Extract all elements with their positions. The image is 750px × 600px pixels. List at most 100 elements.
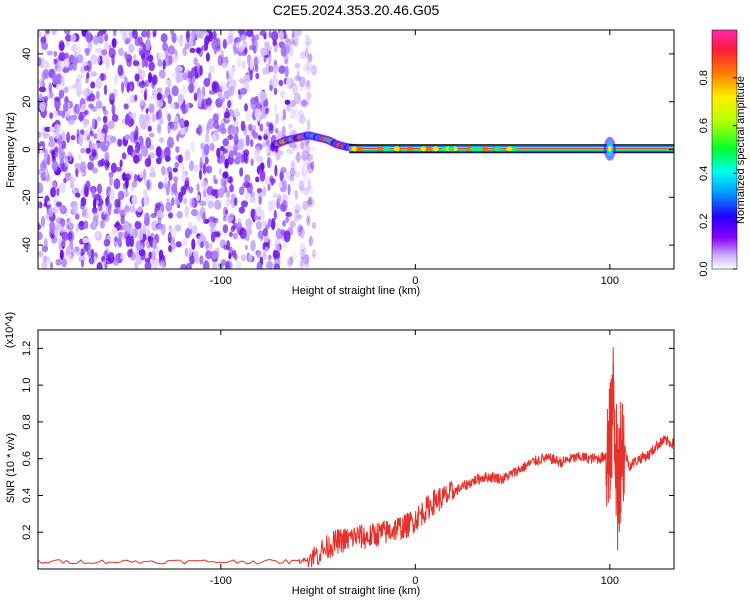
spectral-blob — [244, 244, 248, 251]
spectral-blob — [182, 184, 190, 191]
spectral-blob — [149, 105, 155, 115]
line-dot — [393, 146, 400, 152]
spectral-blob — [144, 261, 152, 269]
spectral-blob — [299, 184, 305, 194]
spectral-blob — [274, 103, 278, 114]
spectral-blob — [61, 258, 68, 268]
spectral-blob — [311, 160, 315, 171]
spectral-blob — [193, 82, 198, 89]
spectral-blob — [171, 54, 178, 64]
spectral-blob — [58, 89, 65, 99]
colorbar-tick-label: 0.6 — [698, 118, 710, 133]
spectral-blob — [270, 180, 275, 186]
spectral-blob — [305, 59, 312, 71]
spectral-blob — [83, 242, 92, 251]
snr-y-tick-label: 0.4 — [21, 488, 33, 503]
spectral-blob — [252, 124, 256, 131]
spectral-blob — [167, 125, 171, 134]
spectral-blob — [175, 146, 180, 153]
spectral-blob — [115, 166, 122, 172]
spectral-blob — [184, 42, 191, 50]
spectral-blob — [303, 186, 310, 196]
spectral-blob — [185, 227, 193, 236]
spectral-blob — [214, 178, 218, 185]
spectral-blob — [46, 256, 51, 263]
line-dot — [475, 146, 482, 152]
spectral-blob — [175, 73, 182, 84]
spectral-blob — [266, 121, 270, 127]
spectral-blob — [262, 251, 267, 261]
spectral-blob — [85, 30, 92, 43]
spectral-blob — [268, 65, 274, 73]
spectral-blob — [45, 30, 50, 35]
spectral-blob — [121, 152, 127, 160]
spectral-blob — [120, 81, 125, 94]
spec-x-tick-label: 0 — [412, 275, 418, 287]
spectral-blob — [119, 209, 126, 218]
spectral-blob — [233, 133, 239, 146]
spectral-blob — [113, 208, 119, 215]
spectral-blob — [222, 148, 228, 154]
spectral-blob — [132, 60, 140, 67]
spectral-blob — [287, 183, 291, 196]
spectral-blob — [184, 205, 190, 218]
spectral-blob — [305, 149, 313, 161]
spectral-blob — [299, 114, 306, 125]
spectral-blob — [307, 196, 313, 208]
snr-frame — [37, 329, 675, 570]
spectral-blob — [139, 229, 143, 241]
spectral-blob — [80, 66, 84, 74]
spectral-blob — [284, 99, 291, 105]
spectral-blob — [212, 261, 218, 269]
spectral-blob — [203, 143, 210, 156]
spectral-blob — [219, 93, 224, 100]
spectral-blob — [129, 235, 135, 248]
spectral-blob — [204, 35, 211, 41]
spectral-blob — [76, 46, 82, 55]
spectral-blob — [132, 112, 137, 120]
spectral-blob — [61, 231, 69, 242]
spectral-blob — [249, 59, 254, 72]
spectral-blob — [302, 254, 310, 265]
spec-y-tick-label: 20 — [21, 96, 33, 108]
spectral-blob — [41, 41, 48, 51]
spectral-blob — [265, 107, 269, 114]
spectral-blob — [253, 56, 259, 68]
spectral-blob — [240, 200, 249, 208]
spectral-blob — [115, 220, 120, 227]
line-dot — [425, 146, 432, 152]
spectral-blob — [254, 108, 262, 121]
spectral-blob — [40, 215, 46, 228]
spectral-blob — [294, 170, 301, 178]
spectral-blob — [63, 30, 71, 35]
spectral-blob — [291, 30, 296, 38]
spectral-blob — [151, 220, 159, 232]
spectral-blob — [302, 200, 309, 211]
spectral-blob — [306, 163, 314, 175]
spectral-blob — [48, 140, 56, 148]
spectral-blob — [306, 160, 313, 170]
spectral-blob — [286, 38, 292, 49]
spectral-blob — [217, 96, 225, 103]
spectral-blob — [288, 199, 295, 207]
spectral-blob — [92, 167, 98, 174]
spectral-blob — [302, 65, 310, 72]
spectral-blob — [242, 181, 250, 189]
spectral-blob — [109, 188, 115, 201]
spectral-blob — [104, 261, 108, 269]
spectral-blob — [278, 30, 284, 41]
spectral-blob — [301, 165, 305, 177]
spectral-blob — [285, 215, 289, 222]
spectral-blob — [278, 182, 283, 188]
snr-multiplier: (x10^4) — [4, 312, 16, 348]
spectral-blob — [86, 72, 90, 79]
spectral-blob — [125, 176, 129, 189]
spectral-blob — [95, 100, 103, 110]
spectral-blob — [249, 44, 256, 51]
spectral-blob — [59, 249, 64, 261]
spectral-blob — [180, 263, 188, 269]
spectral-blob — [202, 180, 208, 192]
spectral-blob — [295, 169, 299, 179]
spectral-blob — [129, 205, 136, 213]
spectral-blob — [107, 120, 115, 130]
